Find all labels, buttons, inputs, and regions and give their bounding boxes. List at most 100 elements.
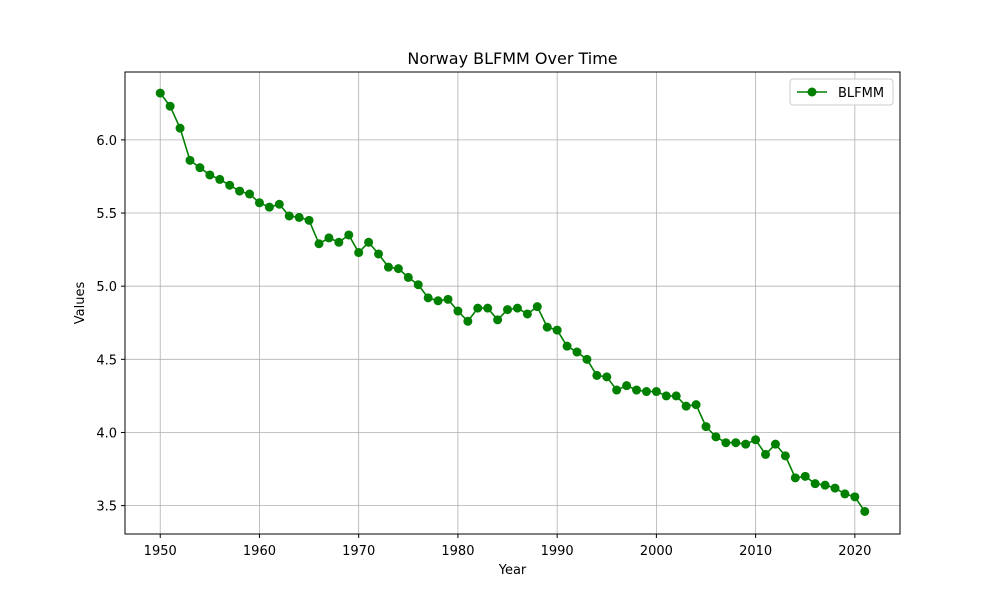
data-point: [612, 385, 622, 395]
data-point: [770, 439, 780, 449]
data-point: [383, 262, 393, 272]
data-point: [245, 189, 255, 199]
data-point: [324, 233, 334, 243]
data-point: [860, 506, 870, 516]
y-tick-label: 4.0: [96, 426, 117, 441]
data-point: [205, 170, 215, 180]
legend-marker-swatch: [807, 87, 817, 97]
plot-frame: [124, 71, 901, 535]
x-tick-label: 1960: [243, 544, 276, 559]
x-axis-title: Year: [498, 563, 527, 578]
data-point: [572, 347, 582, 357]
data-point: [780, 451, 790, 461]
x-axis-ticks: 1950 1960 1970 1980 1990 2000 2010 2020: [144, 534, 871, 559]
y-axis-title: Values: [73, 282, 88, 325]
data-point: [443, 294, 453, 304]
x-tick-label: 1980: [441, 544, 474, 559]
data-point: [235, 186, 245, 196]
y-gridlines: [125, 139, 900, 507]
data-point: [225, 180, 235, 190]
data-point: [393, 264, 403, 274]
data-point: [741, 439, 751, 449]
data-point: [602, 372, 612, 382]
data-point: [413, 280, 423, 290]
x-tick-label: 1970: [342, 544, 375, 559]
data-point: [671, 391, 681, 401]
data-point: [195, 163, 205, 173]
data-point: [463, 316, 473, 326]
data-point: [344, 230, 354, 240]
data-point: [820, 480, 830, 490]
data-point: [503, 305, 513, 315]
data-point: [215, 174, 225, 184]
data-point: [314, 239, 324, 249]
y-tick-label: 4.5: [96, 353, 117, 368]
data-point: [641, 387, 651, 397]
data-point: [632, 385, 642, 395]
data-point: [622, 381, 632, 391]
data-point: [790, 473, 800, 483]
data-point: [374, 249, 384, 259]
chart-title: Norway BLFMM Over Time: [407, 49, 617, 68]
legend-box: [789, 78, 894, 106]
data-point: [681, 401, 691, 411]
data-point: [522, 309, 532, 319]
data-point: [423, 293, 433, 303]
data-point: [661, 391, 671, 401]
x-tick-label: 2010: [739, 544, 772, 559]
x-tick-label: 2020: [838, 544, 871, 559]
data-point: [334, 237, 344, 247]
data-point: [582, 354, 592, 364]
data-point: [473, 303, 483, 313]
data-point: [433, 296, 443, 306]
data-point: [552, 325, 562, 335]
data-point: [711, 432, 721, 442]
data-point: [651, 387, 661, 397]
data-point: [840, 489, 850, 499]
data-point: [304, 215, 314, 225]
data-point: [175, 123, 185, 133]
x-tick-label: 2000: [640, 544, 673, 559]
x-tick-label: 1950: [144, 544, 177, 559]
data-point: [592, 370, 602, 380]
data-point: [354, 248, 364, 258]
data-point: [562, 341, 572, 351]
data-point: [721, 438, 731, 448]
data-point: [264, 202, 274, 212]
data-point: [155, 88, 165, 98]
data-point: [493, 315, 503, 325]
data-point: [830, 483, 840, 493]
data-point: [453, 306, 463, 316]
legend: BLFMM: [789, 78, 894, 106]
series-layer: [155, 88, 870, 516]
y-axis-ticks: 3.5 4.0 4.5 5.0 5.5 6.0: [96, 134, 125, 515]
data-point: [364, 237, 374, 247]
data-point: [850, 492, 860, 502]
data-point: [274, 199, 284, 209]
data-point: [751, 435, 761, 445]
data-point: [761, 449, 771, 459]
legend-label: BLFMM: [838, 86, 884, 101]
data-point: [165, 101, 175, 111]
data-point: [691, 400, 701, 410]
data-point: [284, 211, 294, 221]
data-point: [254, 198, 264, 208]
data-point: [800, 471, 810, 481]
data-point: [403, 272, 413, 282]
x-tick-label: 1990: [541, 544, 574, 559]
data-point: [532, 302, 542, 312]
x-gridlines: [159, 72, 856, 534]
data-point: [185, 155, 195, 165]
y-tick-label: 6.0: [96, 134, 117, 149]
data-point: [542, 322, 552, 332]
data-point: [512, 303, 522, 313]
data-point: [731, 438, 741, 448]
y-tick-label: 3.5: [96, 500, 117, 515]
y-tick-label: 5.0: [96, 280, 117, 295]
y-tick-label: 5.5: [96, 207, 117, 222]
data-point: [701, 422, 711, 432]
data-point: [483, 303, 493, 313]
data-point: [294, 212, 304, 222]
data-point: [810, 479, 820, 489]
